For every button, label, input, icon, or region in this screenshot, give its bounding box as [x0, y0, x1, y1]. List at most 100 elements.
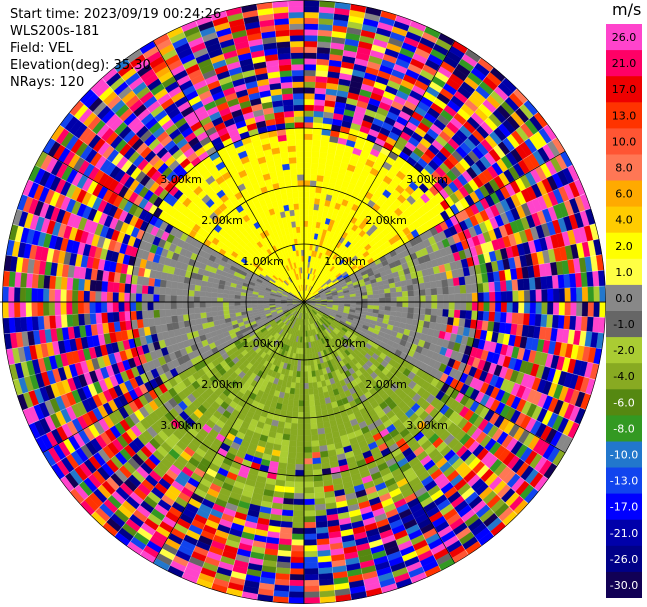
velocity-bin: [312, 457, 322, 465]
velocity-bin: [471, 301, 479, 311]
velocity-bin: [303, 29, 318, 36]
velocity-bin: [281, 404, 288, 411]
velocity-bin: [13, 287, 21, 303]
velocity-bin: [406, 312, 414, 320]
velocity-bin: [314, 497, 326, 505]
velocity-bin: [312, 382, 318, 389]
velocity-bin: [557, 315, 565, 329]
velocity-bin: [112, 292, 119, 303]
velocity-bin: [296, 435, 305, 442]
velocity-bin: [435, 315, 443, 324]
velocity-bin: [564, 287, 571, 302]
velocity-bin: [283, 492, 295, 500]
velocity-bin: [483, 301, 490, 312]
velocity-bin: [158, 294, 166, 303]
velocity-bin: [505, 312, 513, 324]
velocity-bin: [314, 503, 326, 511]
velocity-bin: [66, 289, 73, 303]
velocity-bin: [318, 392, 325, 400]
velocity-bin: [304, 458, 313, 465]
velocity-bin: [355, 301, 363, 306]
velocity-bin: [182, 289, 189, 297]
velocity-bin: [406, 284, 414, 292]
velocity-bin: [372, 290, 380, 295]
velocity-bin: [289, 387, 296, 395]
velocity-bin: [251, 301, 258, 305]
velocity-bin: [293, 504, 305, 511]
velocity-bin: [290, 423, 298, 430]
velocity-bin: [216, 306, 224, 312]
velocity-bin: [292, 527, 305, 535]
velocity-bin: [275, 567, 291, 575]
velocity-bin: [431, 294, 438, 302]
velocity-bin: [170, 302, 177, 310]
velocity-bin: [314, 93, 326, 101]
velocity-bin: [314, 404, 322, 412]
velocity-bin: [223, 309, 230, 315]
velocity-bin: [95, 280, 103, 292]
velocity-bin: [307, 371, 313, 378]
velocity-bin: [557, 274, 565, 289]
velocity-bin: [290, 562, 305, 569]
velocity-bin: [293, 510, 305, 517]
velocity-bin: [312, 215, 318, 222]
velocity-bin: [295, 376, 301, 384]
velocity-bin: [535, 289, 542, 302]
velocity-bin: [361, 295, 368, 299]
velocity-bin: [314, 399, 321, 406]
velocity-bin: [500, 291, 508, 302]
velocity-bin: [43, 315, 51, 330]
velocity-bin: [300, 371, 305, 378]
velocity-bin: [277, 549, 292, 558]
velocity-bin: [316, 58, 330, 66]
velocity-bin: [148, 277, 156, 287]
velocity-bin: [205, 311, 213, 318]
velocity-bin: [279, 450, 289, 458]
velocity-bin: [309, 186, 317, 193]
velocity-bin: [304, 539, 317, 546]
velocity-bin: [304, 574, 319, 581]
velocity-bin: [200, 285, 207, 292]
velocity-bin: [303, 40, 318, 48]
velocity-bin: [303, 180, 311, 187]
velocity-bin: [89, 279, 97, 292]
velocity-bin: [66, 302, 73, 315]
velocity-bin: [320, 193, 327, 200]
velocity-bin: [465, 310, 473, 320]
velocity-bin: [153, 317, 161, 326]
velocity-bin: [459, 310, 467, 319]
velocity-bin: [290, 556, 305, 564]
velocity-bin: [216, 302, 224, 307]
velocity-bin: [83, 290, 90, 303]
velocity-bin: [31, 288, 38, 303]
velocity-bin: [228, 301, 235, 307]
velocity-bin: [304, 429, 312, 436]
velocity-bin: [286, 404, 294, 412]
velocity-bin: [171, 315, 179, 324]
velocity-bin: [295, 458, 305, 465]
velocity-bin: [165, 316, 173, 324]
velocity-bin: [42, 288, 50, 303]
velocity-bin: [430, 308, 438, 316]
velocity-bin: [288, 591, 305, 598]
velocity-bin: [95, 312, 103, 324]
velocity-bin: [54, 315, 62, 329]
velocity-bin: [287, 457, 296, 465]
velocity-bin: [303, 133, 313, 140]
velocity-bin: [425, 308, 432, 316]
velocity-bin: [303, 64, 317, 71]
velocity-bin: [299, 377, 305, 384]
velocity-bin: [518, 290, 525, 302]
velocity-bin: [413, 289, 420, 297]
velocity-bin: [313, 469, 323, 476]
velocity-bin: [176, 282, 184, 290]
velocity-bin: [297, 417, 305, 424]
velocity-bin: [280, 521, 293, 529]
velocity-bin: [164, 302, 171, 310]
velocity-bin: [159, 279, 167, 288]
velocity-bin: [195, 318, 203, 326]
velocity-bin: [546, 275, 554, 289]
velocity-bin: [452, 277, 460, 287]
velocity-bin: [304, 585, 320, 593]
velocity-bin: [60, 314, 68, 328]
